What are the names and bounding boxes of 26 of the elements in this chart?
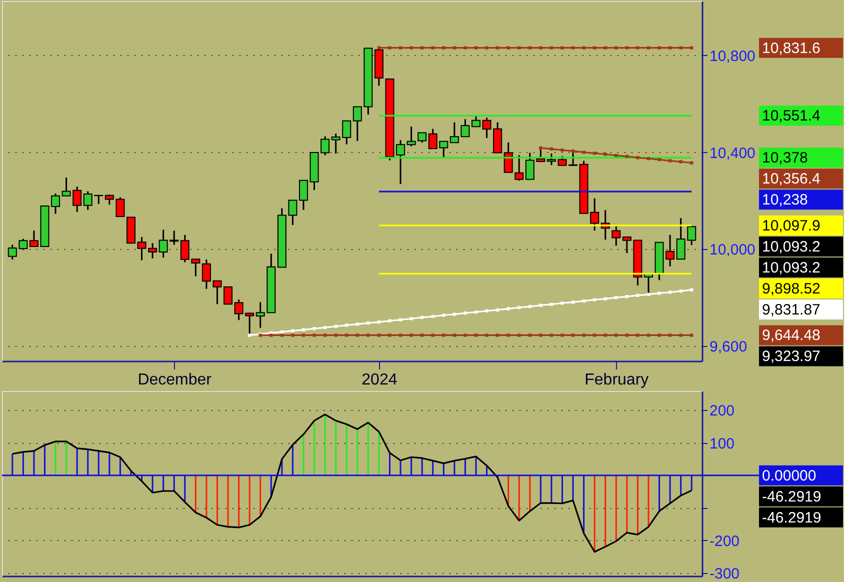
y-tick-label: 10,800 xyxy=(710,48,756,65)
y-tick-label: 100 xyxy=(710,435,735,452)
x-tick-label: December xyxy=(138,372,212,388)
ref-line-label: 0.00000 xyxy=(762,467,816,484)
text: 10,238 xyxy=(762,192,808,209)
y-tick-label: 9,600 xyxy=(710,338,748,356)
text: 9,644.48 xyxy=(762,327,820,344)
text: 10,551.4 xyxy=(762,108,820,125)
y-tick-label: -300 xyxy=(710,566,740,582)
text: 10,356.4 xyxy=(762,170,820,188)
text: 10,097.9 xyxy=(762,217,820,234)
text: 9,898.52 xyxy=(762,280,820,298)
text: -46.2919 xyxy=(762,509,822,526)
text: 10,093.2 xyxy=(762,238,820,256)
y-tick-label: 10,000 xyxy=(710,242,756,259)
text: 10,378 xyxy=(762,150,808,167)
text: 10,093.2 xyxy=(762,259,820,276)
text: 10,831.6 xyxy=(762,40,820,57)
y-tick-label: 10,400 xyxy=(710,144,756,162)
x-tick-label: February xyxy=(584,372,649,388)
text: 9,831.87 xyxy=(762,301,820,318)
text: 9,323.97 xyxy=(762,348,820,366)
y-tick-label: -200 xyxy=(710,533,740,550)
x-tick-label: 2024 xyxy=(362,372,398,388)
text: -46.2919 xyxy=(762,488,822,506)
y-tick-label: 200 xyxy=(710,402,735,420)
